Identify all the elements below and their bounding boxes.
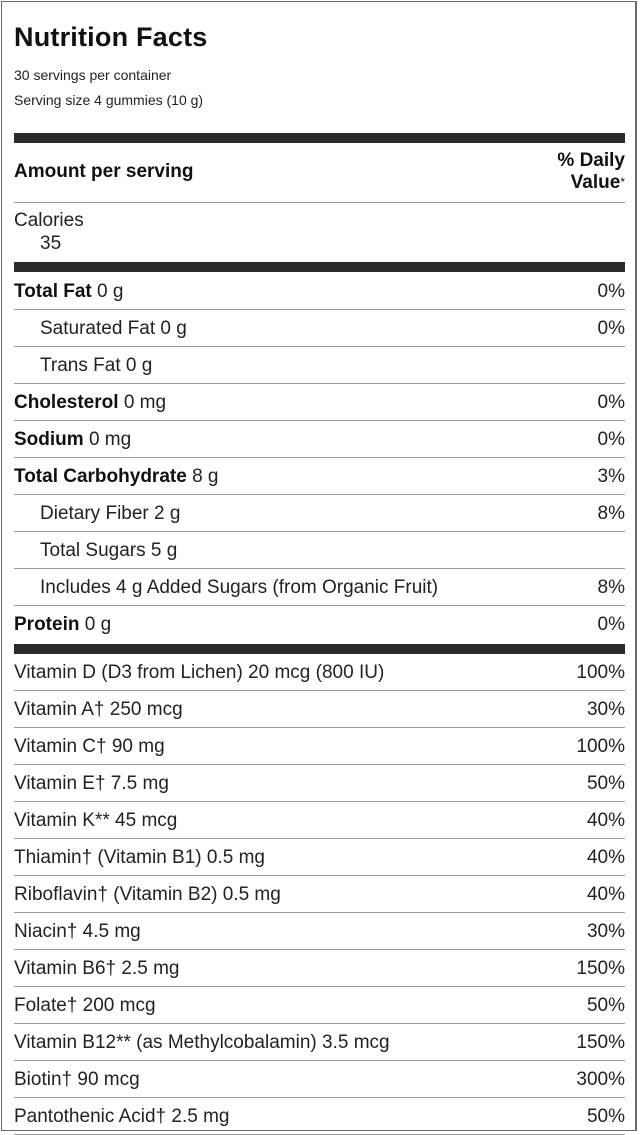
nutrient-name: Dietary Fiber 2 g [40,503,180,525]
calories-value: 35 [40,233,62,254]
vitamin-daily-value: 150% [576,958,625,979]
nutrient-name: Sodium 0 mg [14,429,131,451]
nutrient-amount: 2 g [154,503,181,524]
vitamin-row: Vitamin E† 7.5 mg 50% [14,765,625,802]
nutrient-daily-value: 0% [597,392,625,413]
nutrient-daily-value: 8% [597,503,625,524]
vitamin-daily-value: 50% [586,1106,625,1127]
vitamin-row: Niacin† 4.5 mg 30% [14,913,625,950]
vitamin-daily-value: 40% [586,810,625,831]
nutrient-name: Total Sugars 5 g [40,540,177,562]
vitamin-daily-value: 100% [576,662,625,683]
vitamin-name: Thiamin† (Vitamin B1) 0.5 mg [14,847,265,868]
nutrient-name: Protein 0 g [14,614,111,636]
nutrient-name: Includes 4 g Added Sugars (from Organic … [40,577,438,599]
amount-per-serving-heading: Amount per serving [14,161,194,182]
nutrient-amount: 0 g [125,355,153,376]
nutrient-name: Trans Fat 0 g [40,355,152,377]
vitamin-name: Vitamin D (D3 from Lichen) 20 mcg (800 I… [14,662,385,683]
nutrient-row: Cholesterol 0 mg 0% [14,384,625,421]
nutrient-amount: 8 g [192,466,219,487]
nutrient-daily-value: 0% [597,429,625,450]
vitamin-name: Vitamin B6† 2.5 mg [14,958,180,979]
nutrient-label: Total Fat [14,281,92,302]
nutrient-row: Total Sugars 5 g [14,532,625,569]
divider [14,202,625,203]
vitamin-row: Riboflavin† (Vitamin B2) 0.5 mg 40% [14,876,625,913]
nutrient-label: Includes 4 g Added Sugars (from Organic … [40,577,439,598]
nutrient-daily-value: 0% [597,318,625,339]
nutrient-row: Total Fat 0 g 0% [14,273,625,310]
vitamin-name: Biotin† 90 mcg [14,1069,140,1090]
vitamin-name: Pantothenic Acid† 2.5 mg [14,1106,230,1127]
nutrient-label: Total Carbohydrate [14,466,187,487]
vitamin-name: Vitamin E† 7.5 mg [14,773,169,794]
nutrient-daily-value: 8% [597,577,625,598]
nutrient-name: Total Carbohydrate 8 g [14,466,218,488]
vitamin-daily-value: 100% [576,736,625,757]
vitamin-row: Thiamin† (Vitamin B1) 0.5 mg 40% [14,839,625,876]
vitamin-name: Folate† 200 mcg [14,995,156,1016]
vitamin-row: Vitamin B12** (as Methylcobalamin) 3.5 m… [14,1024,625,1061]
nutrient-label: Dietary Fiber [40,503,149,524]
serving-size: Serving size 4 gummies (10 g) [14,92,204,108]
daily-value-line1: % Daily [557,150,625,171]
vitamin-row: Vitamin A† 250 mcg 30% [14,691,625,728]
vitamin-row: Biotin† 90 mcg 300% [14,1061,625,1098]
vitamin-row: Vitamin B6† 2.5 mg 150% [14,950,625,987]
vitamin-daily-value: 50% [586,995,625,1016]
nutrient-label: Sodium [14,429,84,450]
label-title: Nutrition Facts [14,22,208,52]
vitamin-row: Vitamin K** 45 mcg 40% [14,802,625,839]
vitamin-name: Vitamin B12** (as Methylcobalamin) 3.5 m… [14,1032,390,1053]
vitamin-daily-value: 40% [586,884,625,905]
nutrient-row: Dietary Fiber 2 g 8% [14,495,625,532]
vitamin-row: Folate† 200 mcg 50% [14,987,625,1024]
calories-label: Calories [14,210,84,231]
daily-value-heading: % Daily Value* [557,150,625,194]
vitamin-name: Vitamin A† 250 mcg [14,699,183,720]
nutrient-daily-value: 0% [597,614,625,635]
nutrient-daily-value: 0% [597,281,625,302]
vitamin-row: Vitamin C† 90 mg 100% [14,728,625,765]
nutrient-row: Trans Fat 0 g [14,347,625,384]
nutrient-label: Cholesterol [14,392,119,413]
nutrient-row: Total Carbohydrate 8 g 3% [14,458,625,495]
daily-value-footnote-mark: * [620,175,625,189]
vitamin-name: Riboflavin† (Vitamin B2) 0.5 mg [14,884,281,905]
vitamin-row: Vitamin D (D3 from Lichen) 20 mcg (800 I… [14,654,625,691]
nutrient-amount: 5 g [150,540,178,561]
nutrient-amount: 0 g [97,281,124,302]
thick-divider [14,644,625,654]
vitamin-daily-value: 40% [586,847,625,868]
nutrient-row: Saturated Fat 0 g 0% [14,310,625,347]
vitamin-daily-value: 50% [586,773,625,794]
servings-per-container: 30 servings per container [14,67,172,83]
nutrient-amount: 0 g [84,614,112,635]
vitamin-name: Vitamin K** 45 mcg [14,810,178,831]
nutrient-label: Total Sugars [40,540,146,561]
thick-divider [14,262,625,272]
nutrient-amount: 0 g [160,318,187,339]
nutrient-name: Cholesterol 0 mg [14,392,166,414]
nutrient-daily-value: 3% [597,466,625,487]
vitamin-daily-value: 30% [586,699,625,720]
vitamin-name: Vitamin C† 90 mg [14,736,165,757]
nutrient-amount: 0 mg [88,429,132,450]
nutrient-label: Saturated Fat [40,318,156,339]
nutrient-row: Protein 0 g 0% [14,606,625,643]
nutrient-amount: 0 mg [123,392,167,413]
daily-value-line2: Value [570,172,621,193]
vitamin-daily-value: 300% [576,1069,625,1090]
vitamin-daily-value: 150% [576,1032,625,1053]
thick-divider [14,133,625,143]
nutrient-row: Includes 4 g Added Sugars (from Organic … [14,569,625,606]
vitamin-daily-value: 30% [586,921,625,942]
nutrient-name: Total Fat 0 g [14,281,123,303]
vitamin-name: Niacin† 4.5 mg [14,921,141,942]
nutrient-label: Trans Fat [40,355,121,376]
nutrient-label: Protein [14,614,80,635]
nutrient-row: Sodium 0 mg 0% [14,421,625,458]
nutrient-name: Saturated Fat 0 g [40,318,187,340]
